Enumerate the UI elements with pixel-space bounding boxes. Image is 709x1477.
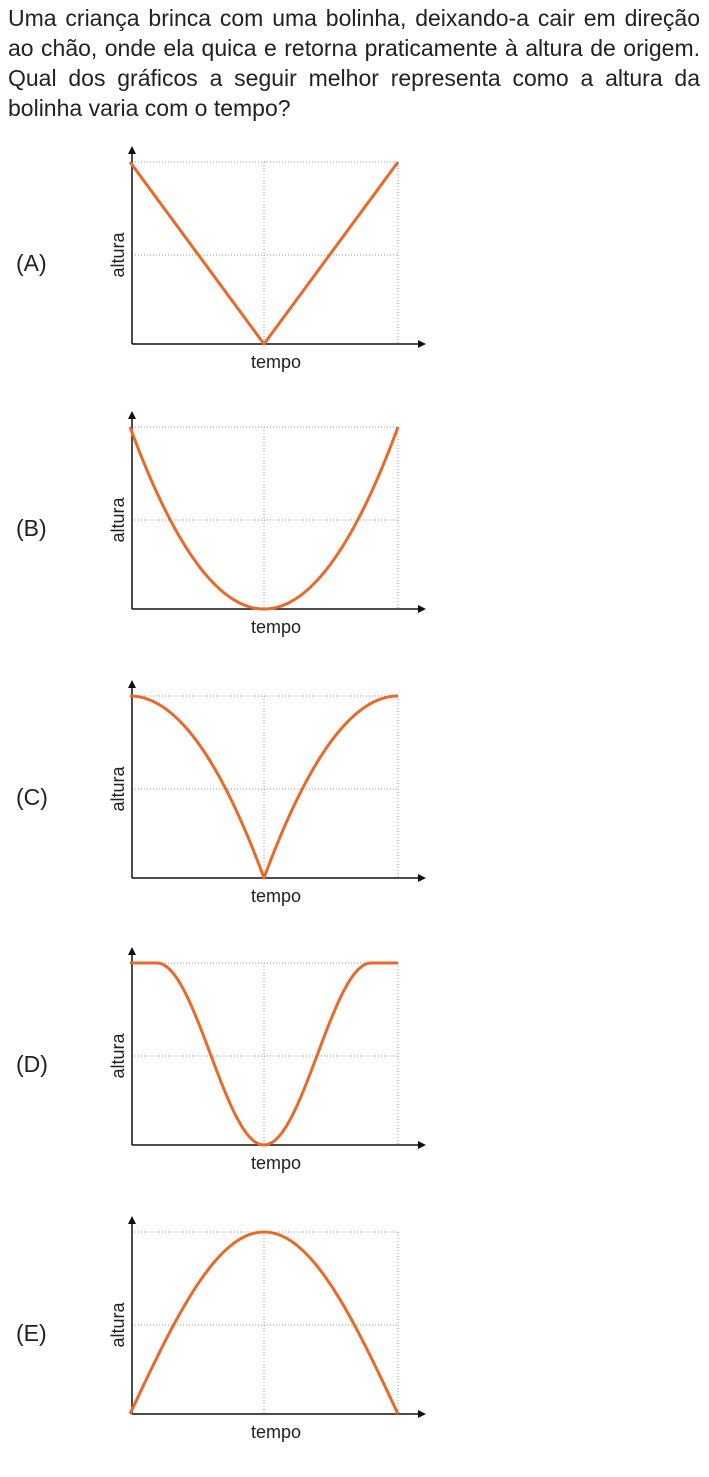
question: Uma criança brinca com uma bolinha, deix… xyxy=(8,5,700,121)
curve xyxy=(128,1230,400,1415)
option-label: (C) xyxy=(16,784,48,810)
y-axis-label: altura xyxy=(108,1302,128,1348)
curve xyxy=(128,161,400,346)
axis-arrow xyxy=(128,146,136,154)
axis-arrow xyxy=(128,411,136,419)
curve xyxy=(129,694,399,880)
y-axis-label: altura xyxy=(108,232,128,278)
curve xyxy=(128,426,400,611)
y-axis-label: altura xyxy=(108,1033,128,1079)
axis-arrow xyxy=(418,1410,426,1418)
option-label: (D) xyxy=(16,1051,48,1077)
x-axis-label: tempo xyxy=(251,617,301,637)
axis-arrow xyxy=(418,1141,426,1149)
x-axis-label: tempo xyxy=(251,1422,301,1442)
axis-arrow xyxy=(418,874,426,882)
axis-arrow xyxy=(418,605,426,613)
option-label: (E) xyxy=(16,1320,47,1346)
axis-arrow xyxy=(128,947,136,955)
x-axis-label: tempo xyxy=(251,352,301,372)
option-label: (A) xyxy=(16,250,47,276)
x-axis-label: tempo xyxy=(251,1153,301,1173)
axis-arrow xyxy=(128,680,136,688)
curve xyxy=(129,961,399,1147)
option-label: (B) xyxy=(16,515,47,541)
axis-arrow xyxy=(128,1216,136,1224)
y-axis-label: altura xyxy=(108,497,128,543)
axis-arrow xyxy=(418,340,426,348)
x-axis-label: tempo xyxy=(251,886,301,906)
y-axis-label: altura xyxy=(108,766,128,812)
